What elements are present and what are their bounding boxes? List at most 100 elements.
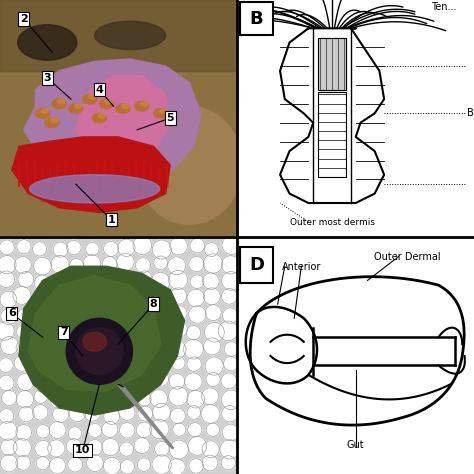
Circle shape	[135, 373, 149, 387]
Circle shape	[83, 255, 101, 272]
Text: 6: 6	[8, 309, 16, 319]
Ellipse shape	[76, 328, 123, 375]
Circle shape	[102, 373, 120, 391]
Circle shape	[154, 256, 167, 270]
Ellipse shape	[45, 118, 59, 128]
Ellipse shape	[105, 99, 112, 104]
Circle shape	[169, 459, 185, 474]
Circle shape	[50, 339, 69, 357]
Ellipse shape	[74, 104, 82, 109]
Circle shape	[68, 304, 86, 322]
Circle shape	[33, 405, 48, 420]
Circle shape	[203, 273, 219, 290]
Circle shape	[189, 256, 204, 272]
Ellipse shape	[66, 318, 132, 384]
Circle shape	[32, 324, 50, 342]
Text: 5: 5	[166, 113, 174, 123]
Circle shape	[221, 456, 236, 470]
Circle shape	[137, 271, 152, 286]
Circle shape	[34, 305, 48, 320]
Circle shape	[33, 242, 46, 256]
Circle shape	[17, 240, 31, 254]
Circle shape	[16, 456, 31, 470]
Text: 4: 4	[95, 85, 103, 95]
Circle shape	[221, 373, 237, 389]
Circle shape	[49, 457, 65, 474]
Ellipse shape	[41, 109, 48, 113]
Circle shape	[14, 355, 30, 371]
Polygon shape	[28, 276, 161, 392]
Circle shape	[104, 241, 118, 256]
Circle shape	[203, 288, 220, 305]
Circle shape	[172, 356, 185, 370]
Circle shape	[189, 306, 206, 323]
Circle shape	[100, 392, 114, 406]
Circle shape	[205, 305, 221, 320]
Ellipse shape	[18, 25, 77, 60]
Circle shape	[204, 243, 219, 256]
Circle shape	[13, 438, 31, 457]
Circle shape	[134, 438, 150, 454]
Bar	[318, 38, 346, 90]
Circle shape	[133, 236, 152, 255]
Circle shape	[0, 455, 18, 472]
Circle shape	[138, 406, 153, 421]
Circle shape	[119, 404, 135, 420]
Circle shape	[68, 372, 85, 389]
Circle shape	[206, 423, 219, 437]
Bar	[318, 92, 346, 177]
Circle shape	[220, 440, 239, 459]
Circle shape	[16, 339, 35, 357]
Circle shape	[222, 272, 240, 290]
Circle shape	[13, 286, 31, 304]
Circle shape	[51, 304, 69, 322]
Circle shape	[16, 425, 32, 440]
Circle shape	[68, 325, 82, 340]
Ellipse shape	[160, 109, 167, 113]
Polygon shape	[12, 137, 170, 212]
Circle shape	[137, 324, 152, 339]
Circle shape	[86, 455, 103, 472]
Circle shape	[155, 339, 169, 353]
Circle shape	[0, 337, 18, 355]
Circle shape	[187, 357, 201, 372]
Circle shape	[83, 339, 102, 357]
Circle shape	[51, 374, 69, 392]
Circle shape	[169, 270, 188, 290]
Circle shape	[221, 255, 240, 274]
Circle shape	[118, 288, 133, 303]
Circle shape	[189, 459, 203, 473]
Circle shape	[68, 272, 85, 288]
Circle shape	[224, 356, 238, 371]
Circle shape	[84, 355, 99, 370]
Circle shape	[169, 440, 188, 459]
Circle shape	[87, 439, 103, 456]
Circle shape	[222, 424, 239, 441]
Circle shape	[205, 322, 224, 342]
Circle shape	[203, 338, 220, 355]
Circle shape	[150, 390, 168, 408]
FancyBboxPatch shape	[240, 247, 273, 283]
Text: Outer Dermal: Outer Dermal	[374, 252, 441, 262]
Text: B: B	[250, 10, 263, 28]
Circle shape	[184, 373, 202, 391]
Circle shape	[84, 274, 101, 291]
Circle shape	[137, 458, 151, 472]
Circle shape	[17, 373, 34, 391]
Circle shape	[201, 388, 219, 405]
Circle shape	[0, 439, 17, 456]
Circle shape	[152, 240, 172, 259]
Polygon shape	[24, 59, 201, 184]
Circle shape	[190, 275, 204, 289]
Circle shape	[0, 375, 14, 391]
Circle shape	[50, 390, 69, 409]
Circle shape	[84, 404, 101, 421]
Circle shape	[34, 257, 52, 275]
Text: 3: 3	[44, 73, 51, 83]
Ellipse shape	[36, 109, 50, 118]
Ellipse shape	[52, 99, 66, 109]
Circle shape	[136, 258, 151, 273]
Text: Gut: Gut	[347, 440, 365, 450]
Circle shape	[86, 290, 99, 304]
Circle shape	[137, 309, 151, 323]
